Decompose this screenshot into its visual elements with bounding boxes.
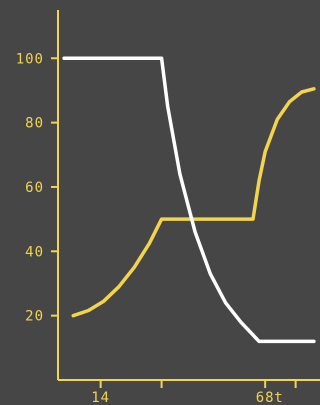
y-tick-label-0: 20 [25, 309, 44, 325]
y-tick-label-3: 80 [25, 116, 44, 132]
series-line-u [71, 87, 316, 318]
y-tick-label-1: 40 [25, 244, 44, 260]
x-tick-label-2: 68 [256, 390, 275, 405]
x-axis-label: t [274, 390, 283, 405]
series-line-i [62, 56, 316, 344]
axis-ticks: 20 40 60 80 100 14 68 [16, 51, 297, 405]
x-tick-label-0: 14 [91, 390, 110, 405]
series-group: UI [62, 56, 316, 344]
y-tick-label-2: 60 [25, 180, 44, 196]
y-tick-label-4: 100 [16, 51, 44, 67]
